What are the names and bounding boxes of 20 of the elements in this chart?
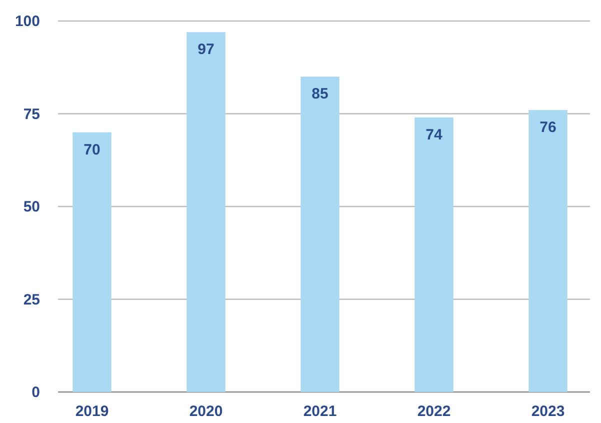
data-label: 74	[426, 126, 443, 144]
data-label: 76	[540, 119, 556, 136]
y-tick-label: 75	[23, 106, 40, 123]
x-tick-label: 2019	[75, 403, 109, 420]
bar	[186, 32, 226, 392]
bar	[72, 132, 112, 392]
data-label: 85	[312, 86, 328, 103]
y-tick-label: 50	[23, 198, 40, 216]
data-label: 97	[198, 41, 214, 58]
bar	[414, 117, 454, 392]
x-tick-label: 2020	[189, 403, 223, 420]
x-tick-label: 2022	[417, 403, 451, 420]
bar	[300, 76, 340, 392]
y-tick-label: 0	[32, 384, 40, 401]
x-tick-label: 2021	[303, 403, 337, 420]
y-tick-label: 100	[14, 13, 40, 30]
x-tick-label: 2023	[531, 403, 565, 420]
bar	[528, 110, 568, 392]
y-tick-label: 25	[23, 291, 40, 308]
data-label: 70	[84, 141, 100, 158]
